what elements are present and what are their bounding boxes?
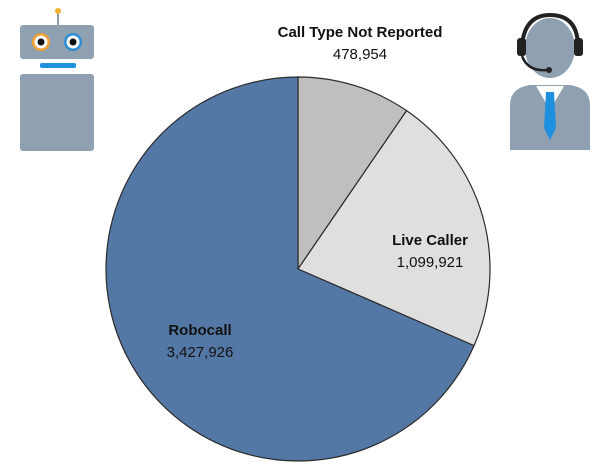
pie-slice [297, 76, 408, 271]
pie-slice [297, 109, 491, 347]
slice-label: Call Type Not Reported [278, 24, 443, 41]
slice-value: 3,427,926 [167, 344, 234, 361]
slice-label: Live Caller [392, 232, 468, 249]
slice-value: 478,954 [333, 46, 387, 63]
agent-icon [510, 12, 590, 150]
robot-icon [20, 8, 94, 151]
slice-value: 1,099,921 [397, 254, 464, 271]
pie-slice [105, 76, 475, 462]
slice-label: Robocall [168, 322, 231, 339]
